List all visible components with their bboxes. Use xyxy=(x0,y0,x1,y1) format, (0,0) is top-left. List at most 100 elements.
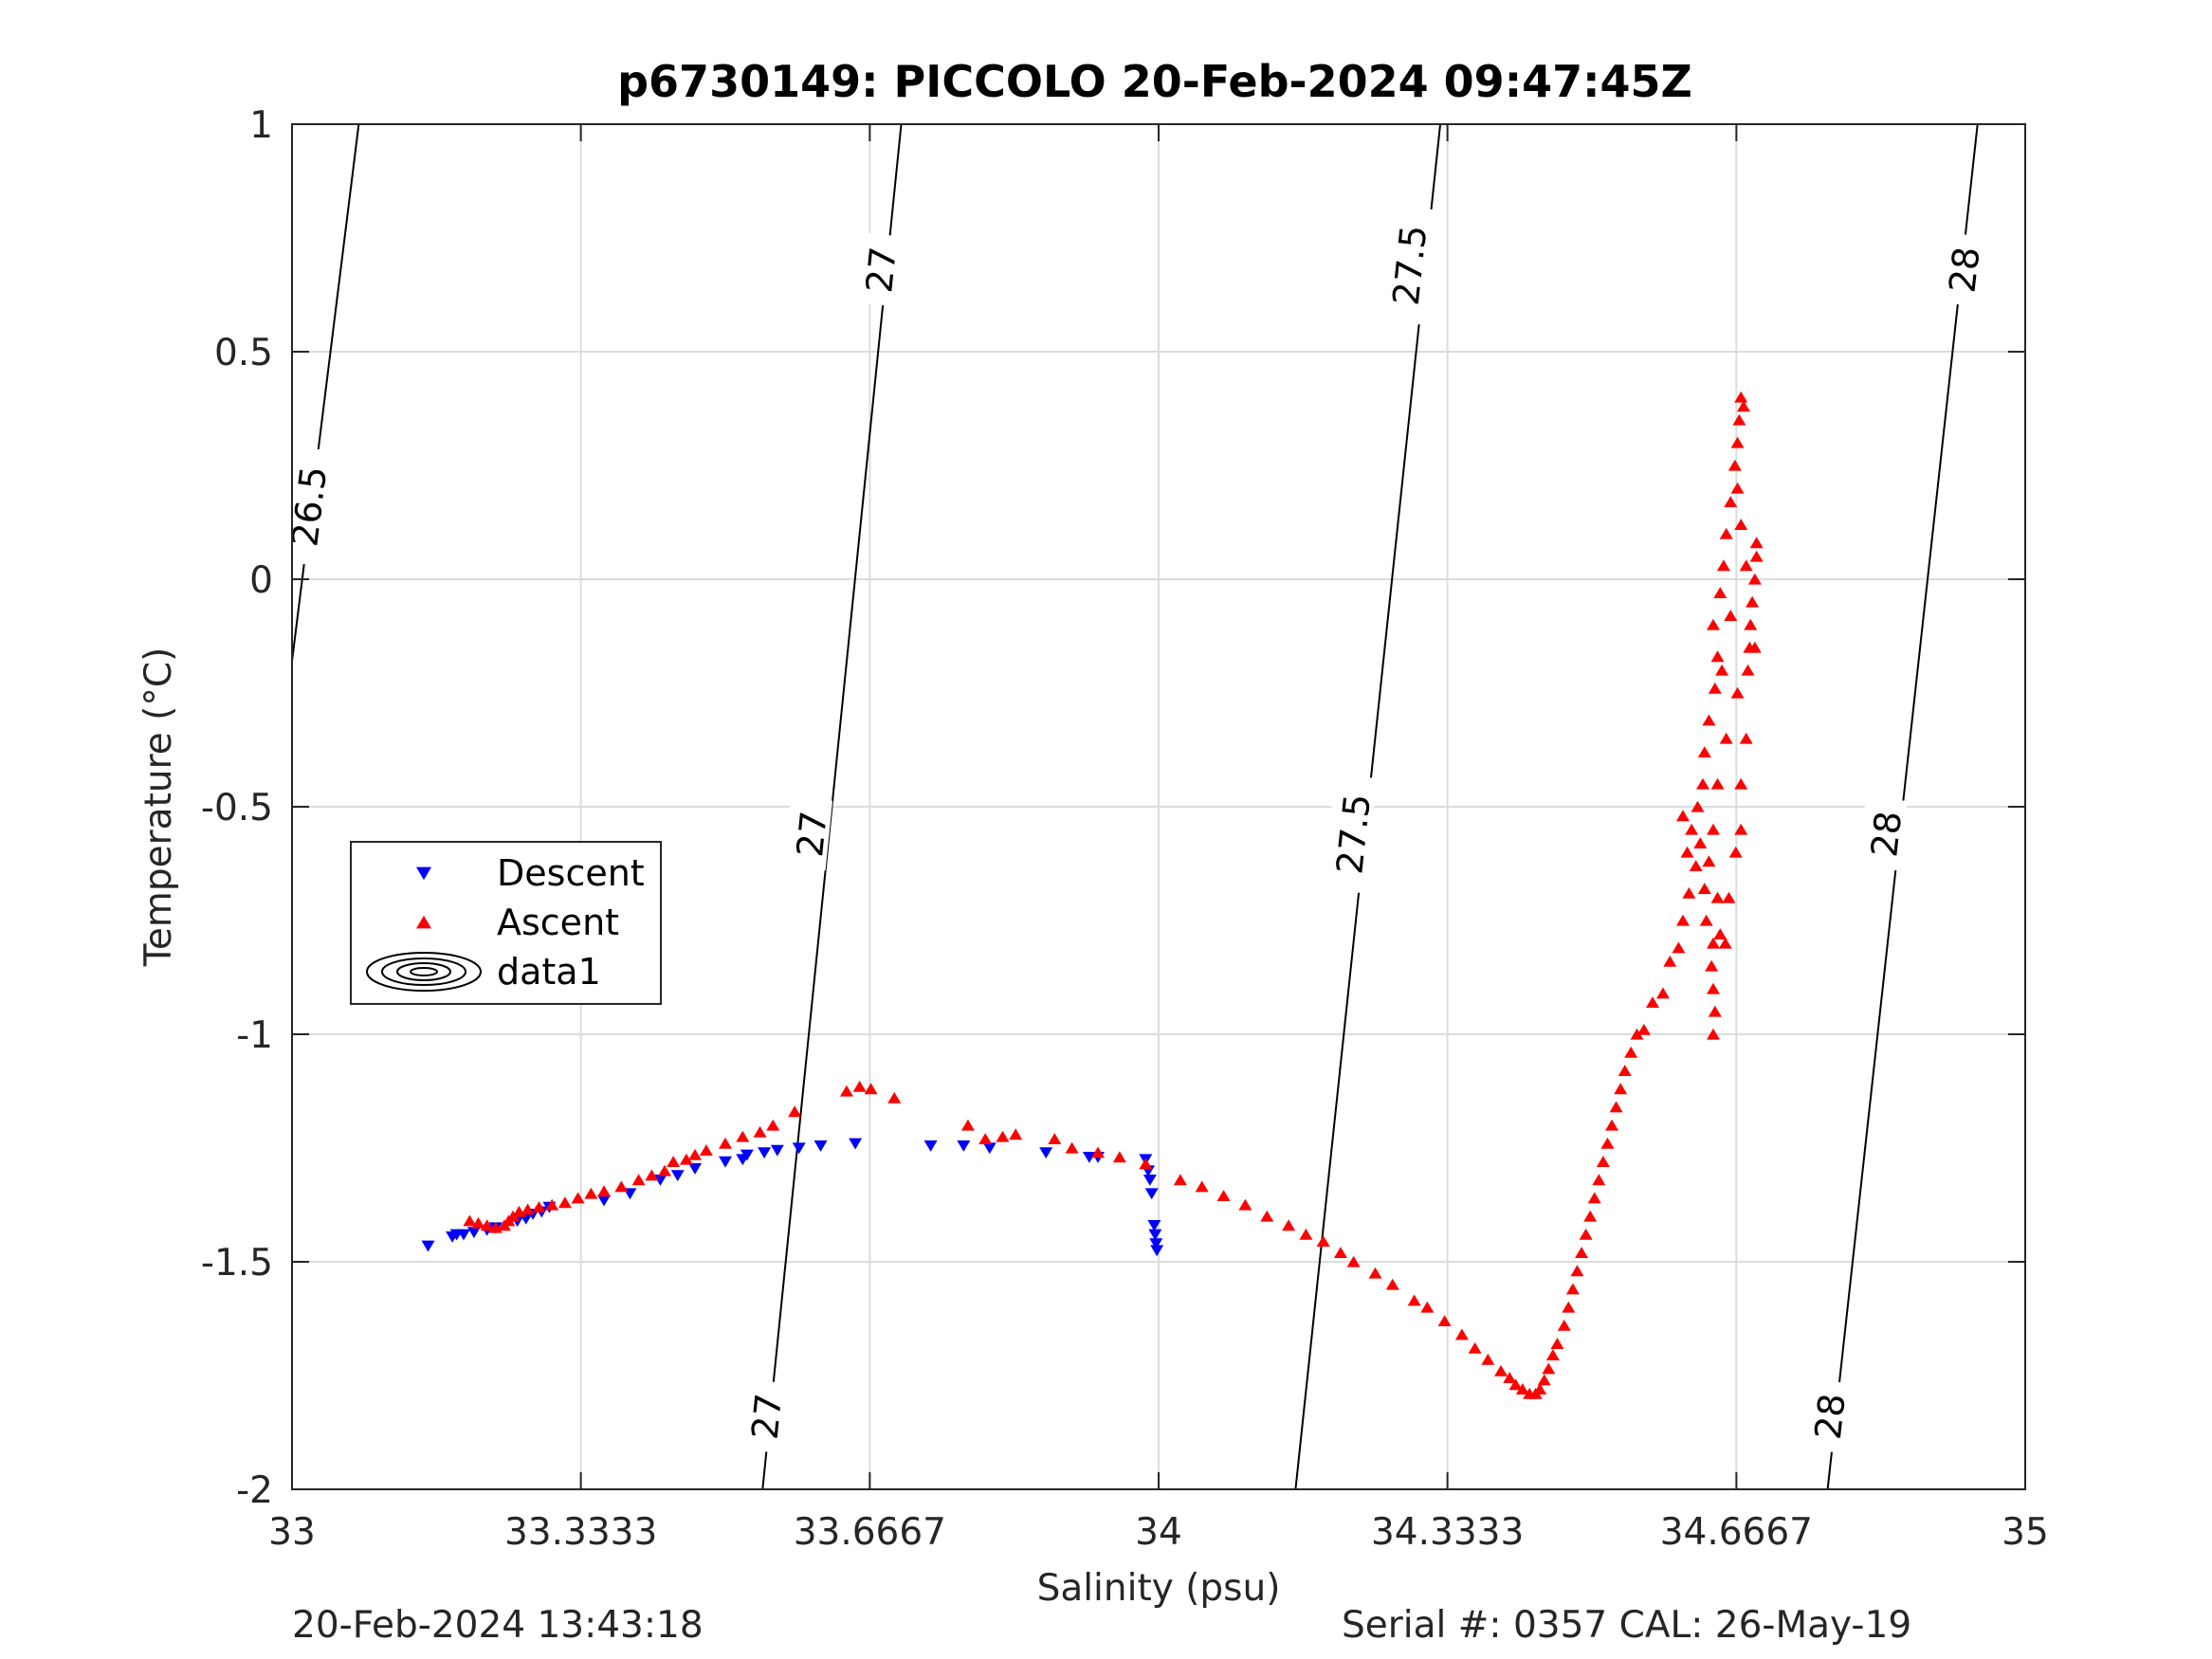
ascent-point xyxy=(1614,1083,1628,1095)
ascent-point xyxy=(1048,1133,1062,1144)
ascent-point xyxy=(1596,1156,1610,1167)
descent-point xyxy=(688,1163,703,1175)
ascent-point xyxy=(1746,595,1760,608)
ascent-point xyxy=(532,1201,546,1212)
ascent-point xyxy=(1693,837,1708,848)
ascent-point xyxy=(1710,891,1725,903)
ascent-point xyxy=(1420,1301,1435,1313)
ascent-point xyxy=(1732,413,1746,426)
ascent-point xyxy=(1702,714,1716,726)
ascent-point xyxy=(1716,559,1730,572)
contour-label-gap xyxy=(852,232,903,307)
ascent-point xyxy=(1728,459,1742,471)
ascent-point xyxy=(1065,1141,1079,1154)
density-contour-label: 28 xyxy=(1857,796,1910,871)
ascent-point xyxy=(1112,1151,1126,1163)
ascent-point xyxy=(1706,937,1720,949)
ascent-point xyxy=(1533,1383,1547,1395)
density-contour-label: 28 xyxy=(1801,1378,1854,1453)
x-tick-label: 33.6667 xyxy=(794,1511,946,1554)
ascent-point xyxy=(766,1119,780,1131)
descent-point xyxy=(597,1194,612,1207)
ascent-point xyxy=(1708,682,1722,694)
ascent-point xyxy=(978,1133,993,1144)
ascent-point xyxy=(1139,1158,1153,1170)
ascent-point xyxy=(1734,519,1748,530)
ascent-point xyxy=(1618,1065,1632,1076)
ascent-point xyxy=(887,1091,902,1103)
legend-contour-ring xyxy=(410,967,438,976)
contour-label-gap xyxy=(1379,205,1434,325)
data-points xyxy=(421,391,1764,1399)
ascent-point xyxy=(960,1119,975,1131)
density-contour-label: 28 xyxy=(1936,231,1988,307)
ascent-point xyxy=(1719,732,1733,744)
ascent-point xyxy=(480,1219,494,1231)
ascent-point xyxy=(1173,1174,1187,1186)
x-tick-label: 33 xyxy=(268,1511,316,1554)
legend-label: Descent xyxy=(497,852,645,894)
ascent-point xyxy=(1609,1101,1623,1113)
ascent-point xyxy=(1706,618,1720,630)
ascent-point xyxy=(1600,1137,1615,1149)
ascent-point xyxy=(667,1156,681,1167)
descent-point xyxy=(1150,1245,1164,1257)
ascent-point xyxy=(1730,436,1745,448)
ascent-point xyxy=(1333,1247,1347,1258)
density-contour-label: 27 xyxy=(739,1378,791,1453)
ascent-point xyxy=(1739,732,1753,744)
ascent-point xyxy=(463,1214,477,1227)
descent-point xyxy=(1148,1229,1162,1241)
y-tick-label: -1.5 xyxy=(201,1242,273,1285)
ascent-point xyxy=(1587,1192,1601,1204)
descent-point xyxy=(456,1229,470,1241)
ascent-point xyxy=(1675,810,1690,822)
ascent-point xyxy=(736,1130,750,1142)
ascent-point xyxy=(1749,537,1764,549)
contour-label-gap xyxy=(783,796,833,871)
ascent-point xyxy=(645,1169,659,1181)
ascent-point xyxy=(1636,1023,1651,1035)
descent-point xyxy=(849,1138,863,1150)
ascent-point xyxy=(1091,1146,1106,1158)
ascent-point xyxy=(1663,955,1677,967)
legend-marker-contour xyxy=(366,952,482,992)
descent-point xyxy=(792,1142,806,1155)
x-tick-label: 34.3333 xyxy=(1371,1511,1524,1554)
ascent-point xyxy=(1680,846,1694,858)
ascent-point xyxy=(1407,1294,1421,1306)
ascent-point xyxy=(753,1125,767,1138)
ascent-point xyxy=(1545,1349,1560,1360)
ascent-point xyxy=(1724,496,1738,507)
ascent-point xyxy=(1385,1278,1399,1290)
x-tick-label: 34.6667 xyxy=(1660,1511,1813,1554)
ascent-point xyxy=(1708,1005,1722,1017)
descent-point xyxy=(770,1144,784,1157)
descent-point xyxy=(1082,1152,1096,1163)
ascent-point xyxy=(658,1164,672,1176)
ascent-point xyxy=(679,1153,693,1165)
ascent-point xyxy=(1747,573,1762,585)
legend-contour-ring xyxy=(381,957,466,986)
ascent-point xyxy=(1713,587,1728,598)
ascent-point xyxy=(1346,1255,1361,1267)
ascent-point xyxy=(699,1144,713,1156)
descent-point xyxy=(1144,1188,1159,1200)
descent-point xyxy=(982,1142,996,1155)
contour-label-gap xyxy=(1323,774,1377,894)
descent-point xyxy=(1149,1238,1163,1250)
ascent-point xyxy=(1009,1128,1023,1140)
descent-point xyxy=(1143,1175,1157,1186)
x-tick-label: 35 xyxy=(2002,1511,2049,1554)
descent-point xyxy=(670,1170,685,1182)
descent-point xyxy=(923,1140,938,1152)
ascent-point xyxy=(1739,559,1753,572)
ascent-point xyxy=(1672,941,1686,954)
ascent-point xyxy=(1583,1210,1598,1222)
descent-point xyxy=(1039,1147,1053,1159)
contour-label-text: 27 xyxy=(744,1392,791,1442)
legend-contour-ring xyxy=(396,962,451,981)
ascent-point xyxy=(1710,650,1725,663)
